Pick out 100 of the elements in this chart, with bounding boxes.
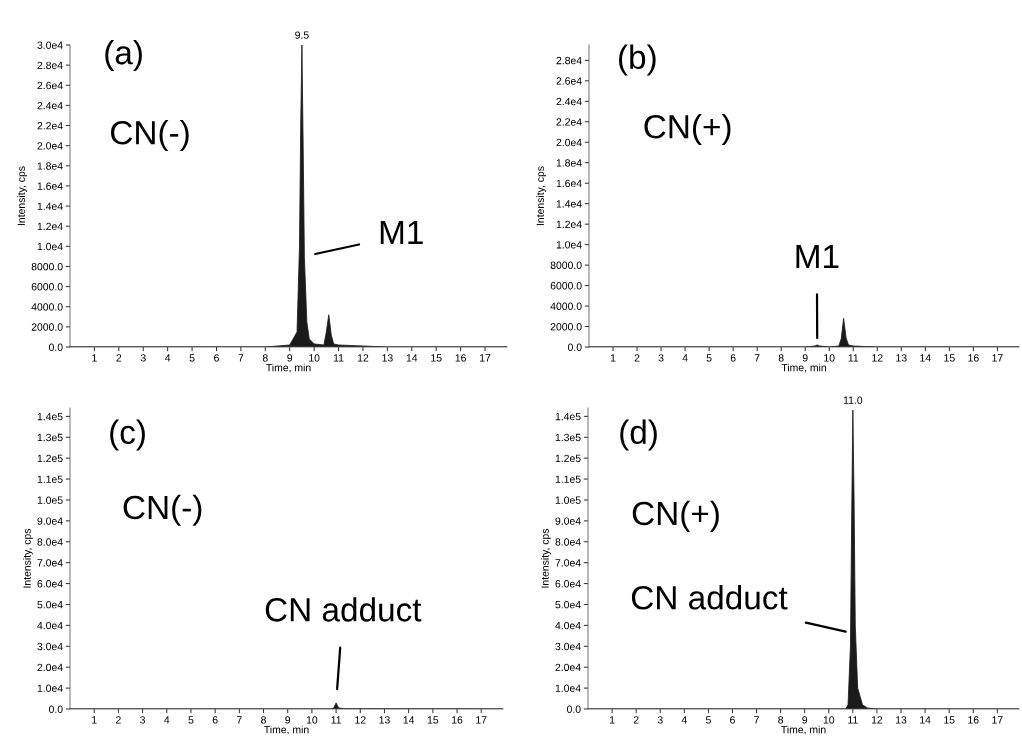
x-tick-label: 10 [824, 354, 835, 362]
y-tick-label: 5.0e4 [555, 600, 581, 609]
x-tick-label: 1 [92, 716, 97, 724]
x-tick-label: 10 [306, 716, 318, 724]
y-tick-label: 7.0e4 [37, 559, 63, 567]
x-tick-label: 8 [261, 716, 266, 724]
y-tick-label: 2.6e4 [37, 81, 63, 90]
y-tick-label: 2.4e4 [37, 101, 63, 110]
y-tick-label: 4.0e4 [555, 621, 581, 630]
annotation: (b) [619, 44, 656, 76]
x-tick-label: 6 [212, 716, 218, 724]
x-tick-label: 9 [287, 354, 293, 362]
y-tick-label: 2000.0 [550, 323, 582, 331]
x-tick-label: 11 [331, 716, 341, 724]
y-tick-label: 1.6e4 [556, 179, 582, 188]
annotation: CN(-) [123, 494, 202, 526]
x-tick-label: 6 [730, 716, 735, 724]
x-tick-label: 17 [476, 716, 487, 724]
x-tick-label: 2 [116, 716, 121, 724]
x-tick-label: 2 [633, 716, 639, 724]
x-tick-label: 9 [802, 354, 808, 362]
y-axis-title: Intensity, cps [17, 166, 28, 226]
y-tick-label: 4.0e4 [37, 621, 63, 630]
x-tick-label: 7 [238, 354, 244, 362]
x-tick-label: 17 [992, 354, 1003, 362]
y-tick-label: 2.8e4 [556, 56, 582, 65]
y-tick-label: 3.0e4 [37, 41, 63, 49]
x-tick-label: 13 [379, 716, 390, 724]
y-tick-label: 2.0e4 [37, 663, 63, 672]
x-tick-label: 11 [848, 354, 859, 362]
y-tick-label: 0.0 [48, 343, 63, 351]
y-tick-label: 2.0e4 [556, 138, 582, 147]
x-tick-label: 10 [823, 716, 835, 724]
y-tick-label: 2.2e4 [37, 122, 63, 130]
y-tick-label: 0.0 [567, 343, 582, 351]
annotation: M1 [796, 245, 839, 269]
x-tick-label: 13 [896, 716, 907, 724]
x-tick-label: 3 [140, 354, 146, 362]
annotation: CN(-) [111, 120, 189, 152]
annotation: CN(+) [644, 114, 731, 146]
y-tick-label: 1.0e4 [556, 241, 582, 249]
y-tick-label: 1.2e4 [37, 222, 63, 231]
x-axis-title: Time, min [264, 725, 309, 735]
y-tick-label: 2.2e4 [556, 118, 582, 126]
x-tick-label: 12 [355, 716, 366, 724]
x-tick-label: 5 [705, 716, 711, 724]
y-tick-label: 1.2e4 [556, 220, 582, 229]
y-tick-label: 4000.0 [31, 303, 63, 311]
x-tick-label: 15 [431, 354, 442, 362]
x-tick-label: 3 [140, 716, 146, 724]
x-tick-label: 14 [406, 354, 418, 362]
x-tick-label: 4 [681, 716, 687, 724]
y-tick-label: 6.0e4 [555, 580, 581, 588]
y-tick-label: 2.0e4 [37, 142, 63, 150]
annotation: CN adduct [265, 597, 422, 622]
x-tick-label: 1 [610, 354, 616, 362]
y-tick-label: 1.0e5 [555, 496, 581, 504]
x-tick-label: 6 [214, 354, 219, 362]
x-tick-label: 9 [285, 716, 291, 724]
y-tick-label: 6.0e4 [37, 580, 63, 588]
y-tick-label: 9.0e4 [37, 517, 63, 525]
x-tick-label: 8 [778, 354, 784, 362]
x-tick-label: 7 [754, 716, 759, 724]
x-tick-label: 1 [92, 354, 97, 362]
y-tick-label: 5.0e4 [37, 600, 63, 609]
x-tick-label: 6 [730, 354, 736, 362]
y-tick-label: 8.0e4 [555, 538, 581, 546]
x-tick-label: 12 [357, 354, 369, 362]
annotation: (c) [110, 419, 145, 451]
y-tick-label: 1.8e4 [37, 162, 63, 170]
y-tick-label: 1.0e4 [37, 684, 63, 692]
x-tick-label: 14 [920, 716, 931, 724]
x-tick-label: 10 [309, 354, 320, 362]
x-tick-label: 11 [848, 716, 858, 724]
y-tick-label: 6000.0 [31, 283, 63, 291]
x-tick-label: 3 [658, 354, 664, 362]
x-tick-label: 13 [896, 354, 907, 362]
y-tick-label: 1.2e5 [555, 454, 581, 463]
x-tick-label: 2 [634, 354, 640, 362]
x-tick-label: 16 [968, 716, 979, 724]
x-tick-label: 7 [754, 354, 760, 362]
y-tick-label: 1.0e4 [37, 242, 63, 251]
y-tick-label: 1.1e5 [37, 475, 63, 483]
y-tick-label: 1.4e5 [37, 412, 63, 421]
x-tick-label: 4 [165, 354, 171, 362]
x-tick-label: 8 [262, 354, 268, 362]
annotation: CN adduct [631, 585, 788, 610]
x-tick-label: 12 [872, 354, 883, 362]
y-tick-label: 1.3e5 [555, 433, 581, 442]
x-tick-label: 1 [609, 716, 615, 724]
x-tick-label: 5 [706, 354, 712, 362]
y-tick-label: 8000.0 [31, 262, 63, 271]
x-tick-label: 15 [944, 354, 955, 362]
x-tick-label: 17 [992, 716, 1003, 724]
y-tick-label: 1.4e5 [555, 412, 581, 421]
x-tick-label: 17 [480, 354, 491, 362]
x-tick-label: 16 [968, 354, 979, 362]
y-axis-title: Intensity, cps [23, 528, 33, 588]
y-tick-label: 1.6e4 [37, 182, 63, 190]
x-tick-label: 15 [427, 716, 439, 724]
